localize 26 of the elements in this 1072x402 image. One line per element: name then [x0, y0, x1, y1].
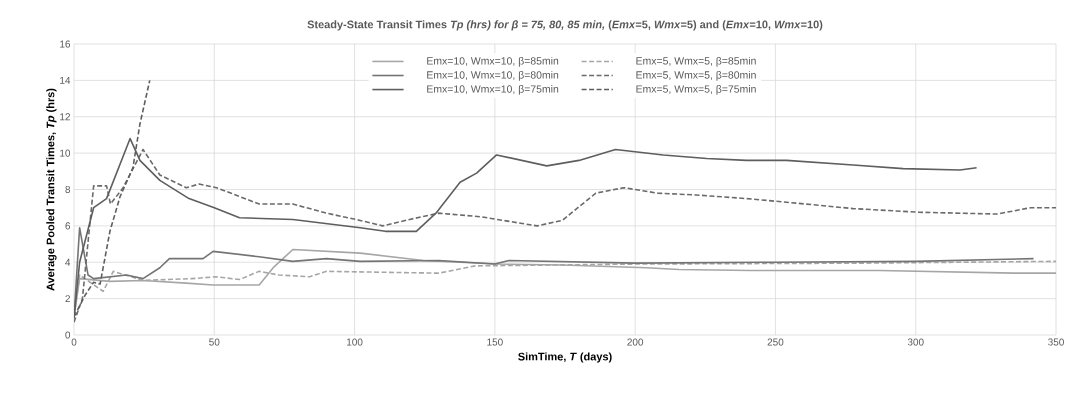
- y-tick-label: 4: [65, 258, 71, 266]
- y-axis-title: Average Pooled Transit Times, Tp (hrs): [46, 88, 57, 291]
- x-tick-label: 0: [71, 338, 77, 346]
- y-tick-label: 2: [65, 295, 70, 303]
- x-tick-label: 200: [627, 338, 644, 346]
- legend-label: Emx=5, Wmx=5, β=80min: [636, 70, 756, 81]
- chart-title: Steady-State Transit Times Tp (hrs) for β = 75, 80, 85 min, (Emx=5, Wmx=5) and (Emx=10, Wmx=10): [307, 20, 823, 31]
- legend-label: Emx=5, Wmx=5, β=75min: [636, 85, 756, 95]
- legend-label: Emx=10, Wmx=10, β=85min: [427, 56, 559, 67]
- legend-label: Emx=10, Wmx=10, β=80min: [427, 70, 559, 81]
- x-tick-label: 300: [907, 338, 924, 346]
- x-tick-label: 50: [209, 338, 220, 346]
- legend-label: Emx=5, Wmx=5, β=85min: [636, 56, 756, 67]
- x-tick-label: 100: [347, 338, 363, 346]
- y-tick-label: 8: [65, 185, 71, 194]
- x-tick-label: 350: [1048, 338, 1064, 346]
- x-axis-title: SimTime, T (days): [518, 352, 612, 363]
- legend-label: Emx=10, Wmx=10, β=75min: [427, 85, 559, 95]
- y-tick-label: 14: [60, 76, 71, 84]
- x-tick-label: 150: [487, 338, 503, 346]
- y-tick-label: 12: [60, 113, 70, 121]
- y-tick-label: 6: [65, 222, 71, 230]
- y-tick-label: 10: [60, 149, 71, 157]
- x-tick-label: 250: [767, 338, 784, 346]
- y-tick-label: 0: [65, 331, 71, 339]
- y-tick-label: 16: [60, 40, 71, 48]
